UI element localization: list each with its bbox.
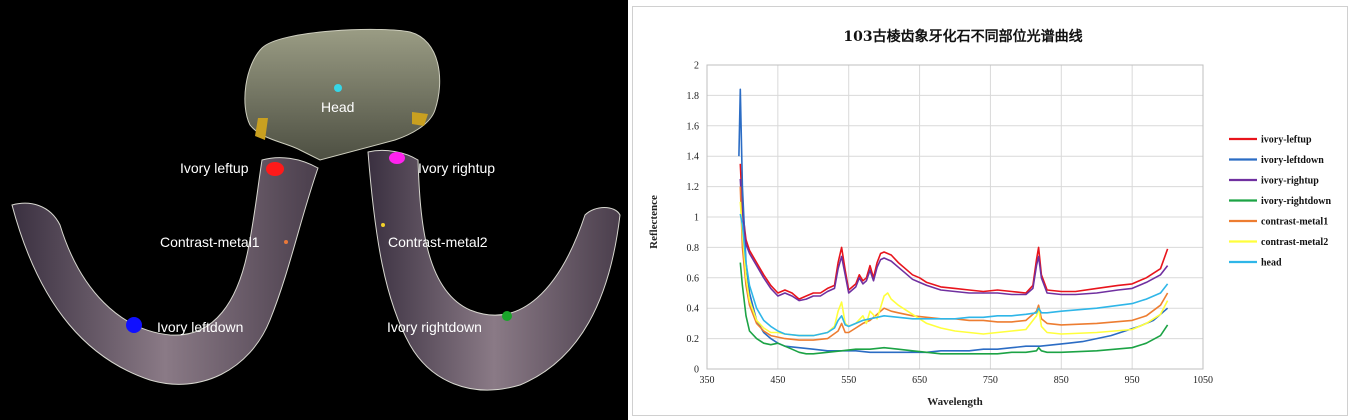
x-tick-label: 450 xyxy=(770,375,785,386)
legend-label-ivory-rightup: ivory-rightup xyxy=(1261,176,1319,187)
ivory-rightdown-spot xyxy=(502,311,512,321)
label-ivory-leftup: Ivory leftup xyxy=(180,160,249,176)
contrast-metal2-spot xyxy=(381,223,385,227)
plot-area xyxy=(706,64,1204,370)
spectral-chart: 103古棱齿象牙化石不同部位光谱曲线 350 450 550 650 750 850 950… xyxy=(632,6,1348,416)
contrast-metal1-spot xyxy=(284,240,288,244)
y-tick-label: 0.2 xyxy=(687,334,700,345)
y-tick-label: 1.2 xyxy=(687,182,700,193)
series-line-contrast-metal2 xyxy=(739,201,1169,337)
ivory-rightup-spot xyxy=(389,152,405,164)
series-line-contrast-metal1 xyxy=(739,186,1169,341)
legend-label-head: head xyxy=(1261,258,1282,269)
series-line-ivory-rightdown xyxy=(739,262,1169,355)
legend-label-ivory-leftup: ivory-leftup xyxy=(1261,135,1312,146)
y-tick-label: 1.6 xyxy=(687,121,700,132)
series-line-head xyxy=(739,213,1169,337)
legend-label-ivory-leftdown: ivory-leftdown xyxy=(1261,155,1324,166)
x-tick-label: 950 xyxy=(1125,375,1140,386)
ivory-leftup-spot xyxy=(266,162,284,176)
x-tick-label: 750 xyxy=(983,375,998,386)
legend-label-contrast-metal1: contrast-metal1 xyxy=(1261,217,1328,228)
series-line-ivory-rightup xyxy=(739,178,1169,302)
y-tick-label: 1.8 xyxy=(687,91,700,102)
x-tick-label: 850 xyxy=(1054,375,1069,386)
specimen-photo: Head Ivory leftup Ivory rightup Contrast… xyxy=(0,0,628,420)
label-ivory-rightup: Ivory rightup xyxy=(418,160,496,176)
chart-title: 103古棱齿象牙化石不同部位光谱曲线 xyxy=(843,28,1082,45)
legend-label-contrast-metal2: contrast-metal2 xyxy=(1261,237,1328,248)
x-axis-title: Wavelength xyxy=(927,396,983,408)
legend: ivory-leftup ivory-leftdown ivory-rightup i… xyxy=(1229,135,1331,269)
chart-svg: 103古棱齿象牙化石不同部位光谱曲线 350 450 550 650 750 850 950… xyxy=(648,28,1331,408)
y-tick-label: 2 xyxy=(694,61,699,72)
ivory-leftdown-spot xyxy=(126,317,142,333)
head-spot xyxy=(334,84,342,92)
x-tick-label: 650 xyxy=(912,375,927,386)
label-contrast-metal1: Contrast-metal1 xyxy=(160,234,260,250)
x-tick-label: 1050 xyxy=(1193,375,1213,386)
label-ivory-leftdown: Ivory leftdown xyxy=(157,319,244,335)
y-tick-label: 1.4 xyxy=(687,152,700,163)
y-tick-label: 0.4 xyxy=(687,304,700,315)
series-lines xyxy=(738,88,1169,355)
y-tick-label: 1 xyxy=(694,213,699,224)
legend-label-ivory-rightdown: ivory-rightdown xyxy=(1261,196,1331,207)
y-tick-label: 0.8 xyxy=(687,243,700,254)
y-tick-label: 0 xyxy=(694,365,699,376)
right-tusk-shape xyxy=(367,149,621,391)
x-tick-label: 350 xyxy=(700,375,715,386)
label-contrast-metal2: Contrast-metal2 xyxy=(388,234,488,250)
series-line-ivory-leftup xyxy=(739,163,1169,300)
label-head: Head xyxy=(321,99,355,115)
x-tick-label: 550 xyxy=(841,375,856,386)
label-ivory-rightdown: Ivory rightdown xyxy=(387,319,482,335)
y-tick-label: 0.6 xyxy=(687,273,700,284)
specimen-illustration xyxy=(11,28,621,391)
skull-shape xyxy=(244,28,441,161)
left-tusk-shape xyxy=(11,157,319,385)
grid xyxy=(706,64,1204,370)
y-axis-title: Reflectence xyxy=(648,195,660,249)
axes: 350 450 550 650 750 850 950 1050 0 0.2 0.4 0.6 0.8 1 1… xyxy=(687,61,1214,387)
series-line-ivory-leftdown xyxy=(738,88,1169,354)
